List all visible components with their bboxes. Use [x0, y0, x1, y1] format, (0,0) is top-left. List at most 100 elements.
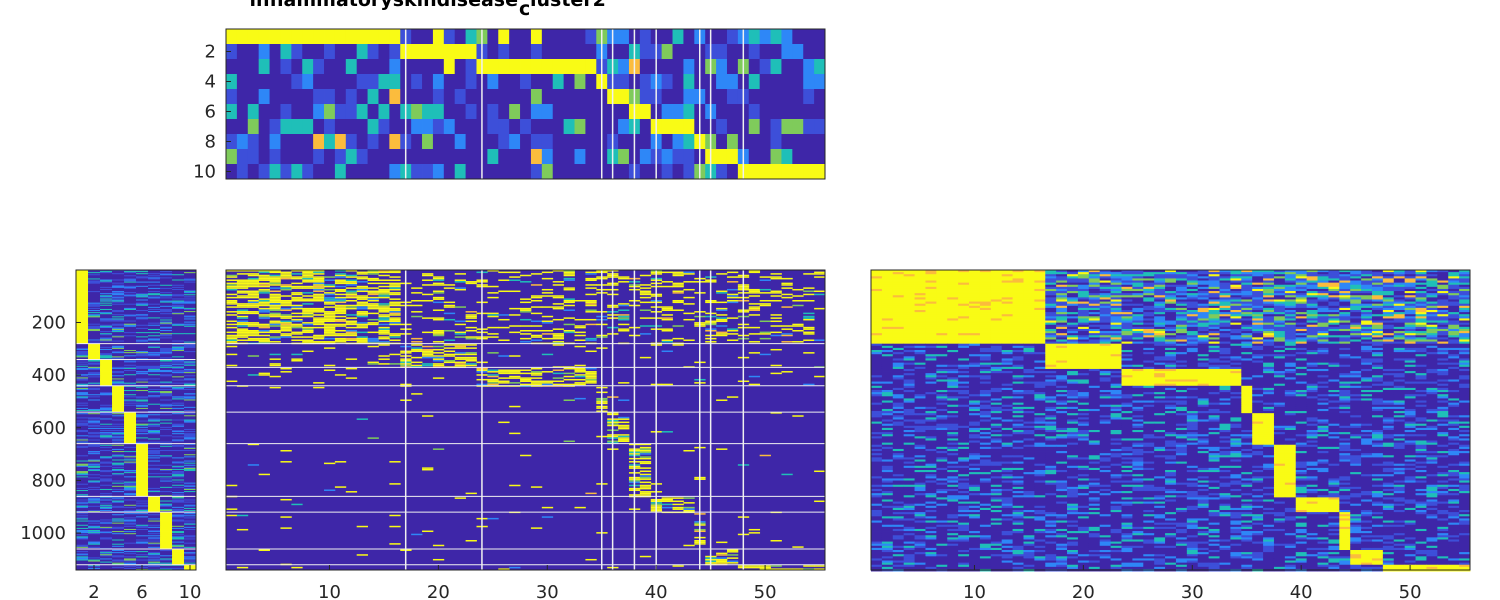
middle-cell — [661, 281, 673, 283]
left-cell — [184, 355, 197, 357]
left-cell — [172, 381, 185, 384]
left-cell — [148, 291, 161, 293]
left-cell — [76, 557, 89, 559]
top-cell — [509, 29, 521, 45]
left-cell — [160, 363, 173, 366]
left-cell — [172, 278, 185, 280]
middle-cell — [683, 318, 695, 321]
middle-cell — [726, 317, 739, 319]
middle-cell — [759, 337, 771, 340]
left-cell — [76, 399, 89, 401]
left-cell — [184, 275, 197, 277]
middle-cell — [716, 325, 728, 327]
middle-cell — [814, 271, 826, 274]
left-cell — [184, 405, 197, 408]
top-cell — [618, 44, 630, 60]
left-cell — [160, 506, 173, 509]
middle-cell — [258, 315, 270, 318]
middle-cell — [585, 374, 597, 376]
left-cell — [184, 521, 197, 524]
left-cell — [172, 279, 185, 281]
middle-cell — [356, 290, 368, 293]
left-cell — [100, 390, 113, 392]
left-cell — [88, 298, 101, 300]
left-cell — [172, 481, 185, 484]
left-cell — [184, 543, 197, 546]
top-cell — [781, 149, 793, 165]
top-cell — [618, 89, 630, 105]
left-cell — [112, 360, 125, 362]
top-cell — [574, 29, 586, 45]
left-cell — [148, 314, 161, 316]
middle-cell — [258, 274, 270, 277]
left-cell — [184, 499, 197, 501]
left-cell — [148, 558, 161, 560]
left-cell — [100, 523, 113, 526]
left-cell — [172, 310, 185, 312]
left-cell — [184, 348, 197, 351]
left-cell — [148, 499, 161, 501]
left-cell — [172, 485, 185, 488]
left-cell — [160, 557, 173, 559]
left-cell — [112, 394, 125, 396]
top-cell — [302, 149, 314, 165]
left-cell — [160, 375, 173, 377]
left-cell — [136, 562, 149, 565]
left-cell — [184, 271, 197, 273]
left-cell — [184, 548, 197, 551]
left-cell — [184, 306, 197, 309]
top-cell — [378, 149, 390, 165]
top-cell — [411, 164, 423, 180]
left-cell — [124, 328, 137, 331]
top-cell — [226, 29, 238, 45]
left-cell — [184, 285, 197, 288]
left-cell — [136, 446, 149, 449]
top-cell — [302, 44, 314, 60]
middle-cell — [269, 337, 281, 340]
left-cell — [88, 416, 101, 418]
left-cell — [100, 557, 113, 559]
left-cell — [88, 504, 101, 507]
right-cell — [1001, 272, 1013, 275]
middle-cell — [411, 315, 423, 318]
top-cell — [683, 29, 695, 45]
left-cell — [172, 324, 185, 327]
top-cell — [269, 29, 281, 45]
left-cell — [148, 354, 161, 356]
left-cell — [112, 354, 125, 356]
left-cell — [148, 532, 161, 534]
left-cell — [148, 518, 161, 520]
left-cell — [88, 492, 101, 494]
left-cell — [124, 334, 137, 336]
middle-cell — [661, 317, 673, 319]
top-cell — [563, 74, 575, 90]
middle-cell — [367, 363, 379, 365]
middle-cell — [552, 306, 565, 308]
left-cell — [88, 406, 101, 409]
middle-cell — [291, 304, 303, 307]
left-cell — [88, 526, 101, 529]
left-cell — [184, 426, 197, 429]
left-cell — [172, 505, 185, 508]
middle-cell — [443, 353, 456, 356]
middle-cell — [324, 298, 336, 300]
left-cell — [76, 361, 89, 364]
top-cell — [792, 104, 804, 120]
left-cell — [112, 564, 125, 567]
left-cell — [76, 290, 89, 292]
left-cell — [112, 435, 125, 437]
left-cell — [76, 273, 89, 275]
middle-cell — [520, 333, 532, 335]
middle-cell — [748, 309, 761, 311]
left-cell — [112, 540, 125, 542]
left-cell — [136, 330, 149, 332]
left-cell — [172, 284, 185, 287]
middle-cell — [367, 270, 379, 272]
left-cell — [112, 527, 125, 530]
left-cell — [136, 415, 149, 417]
left-cell — [148, 459, 161, 461]
left-cell — [124, 317, 137, 319]
left-cell — [148, 302, 161, 305]
left-cell — [76, 407, 89, 410]
left-cell — [112, 513, 125, 515]
